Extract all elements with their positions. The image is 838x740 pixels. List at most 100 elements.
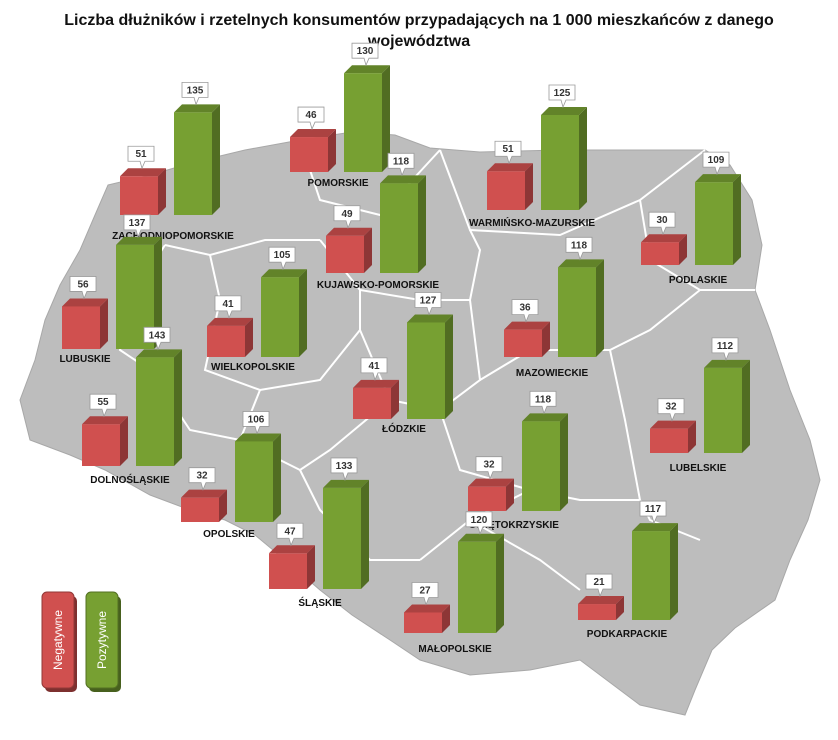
legend-item-positive-box <box>85 591 119 689</box>
region-5-negative-label-bubble <box>69 276 97 300</box>
region-10-positive-label-text: 112 <box>717 341 734 352</box>
region-12-negative-label-bubble <box>475 456 503 480</box>
region-2-positive-label-bubble <box>548 84 576 109</box>
region-13-negative-label-bubble <box>276 522 304 547</box>
region-10-positive-label-bubble <box>711 337 739 362</box>
legend-item-positive-label: Pozytywne <box>95 611 109 669</box>
region-14-negative-bar <box>404 604 450 633</box>
region-10-positive-label: 112 <box>711 337 739 362</box>
region-0-name: ZACHODNIOPOMORSKIE <box>112 231 234 242</box>
region-9-positive-label: 143 <box>143 326 171 351</box>
region-15-positive-label: 117 <box>639 500 667 525</box>
legend-item-positive: Pozytywne <box>85 591 121 692</box>
region-12-negative-bar <box>468 478 514 511</box>
region-15-negative-bar <box>578 596 624 620</box>
region-12-negative-label-text: 32 <box>483 460 495 471</box>
region-14-positive-label-bubble <box>465 511 493 535</box>
region-2-positive-bar-front <box>541 115 579 210</box>
region-2-positive-bar <box>541 107 587 210</box>
bars-layer: 51 135 ZACHODNIOPOMORSKIE 46 130 POMORSKIE 51 1… <box>59 42 750 655</box>
region-7-negative-label: 36 <box>511 299 539 323</box>
region-1-positive-label-bubble <box>351 42 379 67</box>
region-1-negative-bar-side <box>328 129 336 172</box>
region-7-positive-bar <box>558 259 604 357</box>
region-8-positive-label: 127 <box>414 292 442 316</box>
region-0-positive-bar-side <box>212 104 220 215</box>
region-1-positive-label: 130 <box>351 42 379 67</box>
region-10-negative-label: 32 <box>657 398 685 422</box>
region-13-positive-bar <box>323 479 369 589</box>
region-1-positive-bar <box>344 65 390 172</box>
region-11-positive-bar <box>235 433 281 522</box>
region-8-negative-bar <box>353 379 399 419</box>
region-13-positive-bar-top <box>323 479 369 488</box>
region-13-negative-bar-front <box>269 553 307 589</box>
region-0-positive-bar-front <box>174 112 212 215</box>
region-5-negative-bar-side <box>100 298 108 349</box>
region-7-name: MAZOWIECKIE <box>516 368 589 379</box>
region-8-negative-bar-top <box>353 379 399 388</box>
region-3-negative-bar-front <box>641 242 679 265</box>
chart-title-line1: Liczba dłużników i rzetelnych konsumentó… <box>64 12 774 29</box>
chart-title-line2: województwa <box>367 33 471 50</box>
region-9-positive-bar-side <box>174 349 182 466</box>
region-4-negative-label-bubble <box>333 205 361 229</box>
region-10-positive-bar-top <box>704 359 750 368</box>
region-4-positive-label-text: 118 <box>393 156 410 167</box>
region-2-positive-label: 125 <box>548 84 576 109</box>
region-4-positive-bar-top <box>380 175 426 184</box>
region-14-positive-bar <box>458 533 504 633</box>
region-6-negative-bar-side <box>245 317 253 357</box>
region-11-positive-bar-top <box>235 433 281 442</box>
region-14-positive-label: 120 <box>465 511 493 535</box>
region-6-positive-label-bubble <box>268 246 296 271</box>
region-11-negative-bar-side <box>219 489 227 522</box>
region-2-positive-bar-side <box>579 107 587 210</box>
region-3-negative-bar-top <box>641 234 687 243</box>
region-13-positive-label: 133 <box>330 457 358 482</box>
region-5-positive-label: 137 <box>123 214 151 239</box>
region-15-negative-bar-top <box>578 596 624 605</box>
region-7-positive-bar-top <box>558 259 604 268</box>
region-8-positive-bar-front <box>407 322 445 419</box>
region-1-positive-label-text: 130 <box>357 46 374 57</box>
region-3-positive-label-text: 109 <box>708 155 725 166</box>
region-7-negative-label-text: 36 <box>519 303 531 314</box>
region-15-negative-bar-front <box>578 604 616 620</box>
region-10-positive-bar-front <box>704 367 742 453</box>
region-5-positive-bar-top <box>116 236 162 245</box>
region-14-negative-bar-top <box>404 604 450 613</box>
region-3-negative-bar-side <box>679 234 687 265</box>
region-1-negative-label: 46 <box>297 106 325 131</box>
region-5-negative-bar <box>62 298 108 349</box>
region-4-positive-bar <box>380 175 426 273</box>
region-6-positive-bar-top <box>261 269 307 278</box>
region-13-negative-label: 47 <box>276 522 304 547</box>
region-9-negative-label-bubble <box>89 393 117 418</box>
region-7-positive-label: 118 <box>565 236 593 261</box>
region-15-negative-bar-side <box>616 596 624 620</box>
region-9-positive-label-bubble <box>143 326 171 351</box>
region-11-negative-label-bubble <box>188 467 216 491</box>
region-10-negative-bar-front <box>650 428 688 453</box>
legend-item-negative: Negatywne <box>41 591 77 692</box>
region-9-positive-bar-front <box>136 357 174 466</box>
region-14-negative-bar-front <box>404 612 442 633</box>
region-12-positive-bar <box>522 413 568 511</box>
region-6-negative-label-text: 41 <box>222 299 234 310</box>
region-11-negative-label: 32 <box>188 467 216 491</box>
region-14-positive-label-text: 120 <box>471 515 488 526</box>
region-7-positive-bar-front <box>558 267 596 357</box>
region-10-negative-label-bubble <box>657 398 685 422</box>
region-14-negative-label-text: 27 <box>419 585 431 596</box>
region-2-negative-bar-top <box>487 163 533 172</box>
region-3-positive-bar-top <box>695 174 741 183</box>
region-9-negative-bar-front <box>82 424 120 466</box>
region-13-positive-label-bubble <box>330 457 358 482</box>
region-11-negative-bar-front <box>181 497 219 522</box>
region-4-negative-label-text: 49 <box>341 209 353 220</box>
region-12-negative-bar-front <box>468 486 506 511</box>
region-15-negative-label: 21 <box>585 573 613 598</box>
region-11-positive-label-text: 106 <box>248 414 265 425</box>
region-9-negative-label: 55 <box>89 393 117 418</box>
